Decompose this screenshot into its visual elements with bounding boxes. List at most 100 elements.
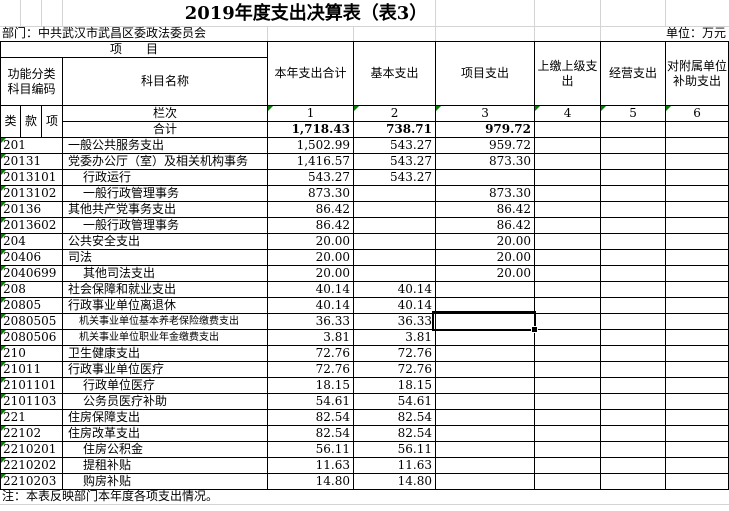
subsidy-cell[interactable] <box>665 425 729 442</box>
subsidy-cell[interactable] <box>665 377 729 394</box>
col-section-header[interactable]: 款 <box>20 105 42 138</box>
basic-cell[interactable]: 82.54 <box>353 425 437 442</box>
upper-cell[interactable] <box>534 265 602 282</box>
code-cell[interactable]: 208 <box>0 281 63 298</box>
project-cell[interactable]: 86.42 <box>435 217 536 234</box>
subsidy-cell[interactable] <box>665 217 729 234</box>
year-total-cell[interactable]: 82.54 <box>267 425 355 442</box>
year-total-cell[interactable]: 56.11 <box>267 441 355 458</box>
operating-cell[interactable] <box>600 377 667 394</box>
upper-cell[interactable] <box>534 409 602 426</box>
operating-cell[interactable] <box>600 409 667 426</box>
subsidy-cell[interactable] <box>665 441 729 458</box>
project-cell[interactable] <box>435 409 536 426</box>
subsidy-cell[interactable] <box>665 473 729 490</box>
code-cell[interactable]: 20136 <box>0 201 63 218</box>
year-total-cell[interactable]: 20.00 <box>267 249 355 266</box>
col-header-year-total[interactable]: 本年支出合计 <box>267 41 355 106</box>
name-cell[interactable]: 司法 <box>61 249 269 266</box>
code-cell[interactable]: 21011 <box>0 361 63 378</box>
code-cell[interactable]: 2013602 <box>0 217 63 234</box>
project-cell[interactable] <box>435 297 536 314</box>
operating-cell[interactable] <box>600 137 667 154</box>
name-cell[interactable]: 公务员医疗补助 <box>61 393 269 410</box>
name-cell[interactable]: 其他司法支出 <box>61 265 269 282</box>
project-cell[interactable]: 20.00 <box>435 249 536 266</box>
basic-cell[interactable]: 543.27 <box>353 169 437 186</box>
upper-cell[interactable] <box>534 201 602 218</box>
upper-cell[interactable] <box>534 297 602 314</box>
lanci-label[interactable]: 栏次 <box>61 105 269 122</box>
column-number[interactable]: 4 <box>534 105 602 122</box>
name-cell[interactable]: 行政单位医疗 <box>61 377 269 394</box>
project-cell[interactable] <box>435 329 536 346</box>
year-total-cell[interactable]: 72.76 <box>267 361 355 378</box>
subsidy-cell[interactable] <box>665 265 729 282</box>
subsidy-cell[interactable] <box>665 361 729 378</box>
code-cell[interactable]: 2101103 <box>0 393 63 410</box>
name-cell[interactable]: 一般公共服务支出 <box>61 137 269 154</box>
code-cell[interactable]: 2210203 <box>0 473 63 490</box>
basic-cell[interactable] <box>353 249 437 266</box>
year-total-cell[interactable]: 11.63 <box>267 457 355 474</box>
operating-cell[interactable] <box>600 441 667 458</box>
year-total-cell[interactable]: 36.33 <box>267 313 355 330</box>
upper-cell[interactable] <box>534 185 602 202</box>
column-number[interactable]: 2 <box>353 105 437 122</box>
basic-cell[interactable]: 40.14 <box>353 281 437 298</box>
year-total-cell[interactable]: 72.76 <box>267 345 355 362</box>
project-cell[interactable]: 20.00 <box>435 265 536 282</box>
col-header-upper[interactable]: 上缴上级支出 <box>534 41 602 106</box>
basic-cell[interactable]: 56.11 <box>353 441 437 458</box>
project-cell[interactable] <box>435 457 536 474</box>
name-cell[interactable]: 住房改革支出 <box>61 425 269 442</box>
code-cell[interactable]: 2101101 <box>0 377 63 394</box>
col-header-operating[interactable]: 经营支出 <box>600 41 667 106</box>
operating-cell[interactable] <box>600 217 667 234</box>
total-upper[interactable] <box>534 121 602 138</box>
year-total-cell[interactable]: 20.00 <box>267 233 355 250</box>
operating-cell[interactable] <box>600 329 667 346</box>
year-total-cell[interactable]: 873.30 <box>267 185 355 202</box>
code-cell[interactable]: 2080506 <box>0 329 63 346</box>
year-total-cell[interactable]: 86.42 <box>267 217 355 234</box>
year-total-cell[interactable]: 1,416.57 <box>267 153 355 170</box>
name-cell[interactable]: 卫生健康支出 <box>61 345 269 362</box>
project-cell[interactable]: 873.30 <box>435 185 536 202</box>
operating-cell[interactable] <box>600 281 667 298</box>
year-total-cell[interactable]: 54.61 <box>267 393 355 410</box>
year-total-cell[interactable]: 18.15 <box>267 377 355 394</box>
report-title[interactable]: 2019年度支出决算表（表3） <box>184 3 428 24</box>
subsidy-cell[interactable] <box>665 233 729 250</box>
subsidy-cell[interactable] <box>665 329 729 346</box>
code-cell[interactable]: 201 <box>0 137 63 154</box>
year-total-cell[interactable]: 14.80 <box>267 473 355 490</box>
name-cell[interactable]: 机关事业单位基本养老保险缴费支出 <box>61 313 269 330</box>
name-cell[interactable]: 提租补贴 <box>61 457 269 474</box>
project-cell[interactable]: 959.72 <box>435 137 536 154</box>
total-subsidy[interactable] <box>665 121 729 138</box>
column-number[interactable]: 3 <box>435 105 536 122</box>
code-column-header[interactable]: 功能分类 科目编码 <box>0 57 63 106</box>
basic-cell[interactable]: 11.63 <box>353 457 437 474</box>
operating-cell[interactable] <box>600 345 667 362</box>
project-cell[interactable] <box>435 313 536 330</box>
subsidy-cell[interactable] <box>665 185 729 202</box>
upper-cell[interactable] <box>534 281 602 298</box>
basic-cell[interactable]: 72.76 <box>353 345 437 362</box>
year-total-cell[interactable]: 86.42 <box>267 201 355 218</box>
name-cell[interactable]: 购房补贴 <box>61 473 269 490</box>
operating-cell[interactable] <box>600 297 667 314</box>
name-cell[interactable]: 党委办公厅（室）及相关机构事务 <box>61 153 269 170</box>
code-cell[interactable]: 204 <box>0 233 63 250</box>
upper-cell[interactable] <box>534 153 602 170</box>
subsidy-cell[interactable] <box>665 313 729 330</box>
operating-cell[interactable] <box>600 393 667 410</box>
project-cell[interactable]: 86.42 <box>435 201 536 218</box>
operating-cell[interactable] <box>600 425 667 442</box>
year-total-cell[interactable]: 543.27 <box>267 169 355 186</box>
basic-cell[interactable]: 54.61 <box>353 393 437 410</box>
subsidy-cell[interactable] <box>665 249 729 266</box>
code-cell[interactable]: 2210202 <box>0 457 63 474</box>
upper-cell[interactable] <box>534 169 602 186</box>
